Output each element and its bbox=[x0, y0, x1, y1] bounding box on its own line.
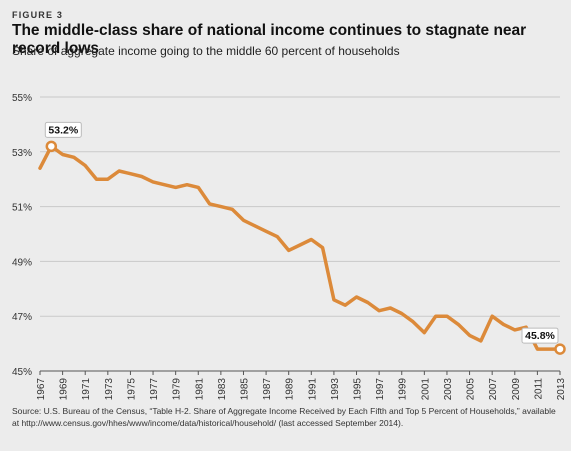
x-tick-label: 1985 bbox=[239, 378, 250, 401]
series-line bbox=[38, 144, 562, 351]
y-tick-label: 49% bbox=[12, 257, 32, 268]
chart-subtitle: Share of aggregate income going to the m… bbox=[12, 44, 400, 58]
x-tick-label: 2011 bbox=[533, 378, 544, 400]
x-tick-label: 1987 bbox=[262, 378, 273, 401]
x-tick-label: 1993 bbox=[330, 378, 341, 401]
annotation-label: 45.8% bbox=[525, 330, 555, 342]
y-tick-label: 53% bbox=[12, 148, 32, 159]
x-tick-label: 1995 bbox=[353, 378, 364, 401]
x-tick-label: 1969 bbox=[59, 378, 70, 401]
x-tick-label: 1991 bbox=[307, 378, 318, 401]
x-tick-label: 1977 bbox=[149, 378, 160, 401]
x-tick-label: 1967 bbox=[36, 378, 47, 401]
annotation-marker bbox=[45, 140, 58, 153]
annotation-label: 53.2% bbox=[48, 124, 78, 136]
x-tick-label: 1973 bbox=[104, 378, 115, 401]
y-tick-label: 55% bbox=[12, 93, 32, 104]
source-note: Source: U.S. Bureau of the Census, “Tabl… bbox=[12, 406, 556, 428]
y-tick-label: 45% bbox=[12, 367, 32, 378]
x-tick-label: 1983 bbox=[217, 378, 228, 401]
x-tick-label: 1971 bbox=[81, 378, 92, 401]
chart-title: The middle-class share of national incom… bbox=[12, 22, 527, 57]
x-tick-label: 2007 bbox=[488, 378, 499, 401]
x-tick-label: 2013 bbox=[556, 378, 567, 401]
x-tick-label: 2005 bbox=[466, 378, 477, 401]
y-tick-label: 47% bbox=[12, 312, 32, 323]
x-tick-label: 1979 bbox=[172, 378, 183, 401]
x-tick-label: 1997 bbox=[375, 378, 386, 401]
x-tick-label: 1981 bbox=[194, 378, 205, 401]
annotation-box bbox=[44, 121, 82, 138]
x-tick-label: 2001 bbox=[420, 378, 431, 401]
x-tick-label: 2009 bbox=[511, 378, 522, 401]
annotation-box bbox=[521, 327, 559, 344]
x-tick-label: 2003 bbox=[443, 378, 454, 401]
y-tick-label: 51% bbox=[12, 203, 32, 214]
figure-label: FIGURE 3 bbox=[12, 10, 64, 20]
x-tick-label: 1999 bbox=[398, 378, 409, 401]
x-tick-label: 1989 bbox=[285, 378, 296, 401]
x-tick-label: 1975 bbox=[126, 378, 137, 401]
annotation-marker bbox=[554, 343, 566, 355]
